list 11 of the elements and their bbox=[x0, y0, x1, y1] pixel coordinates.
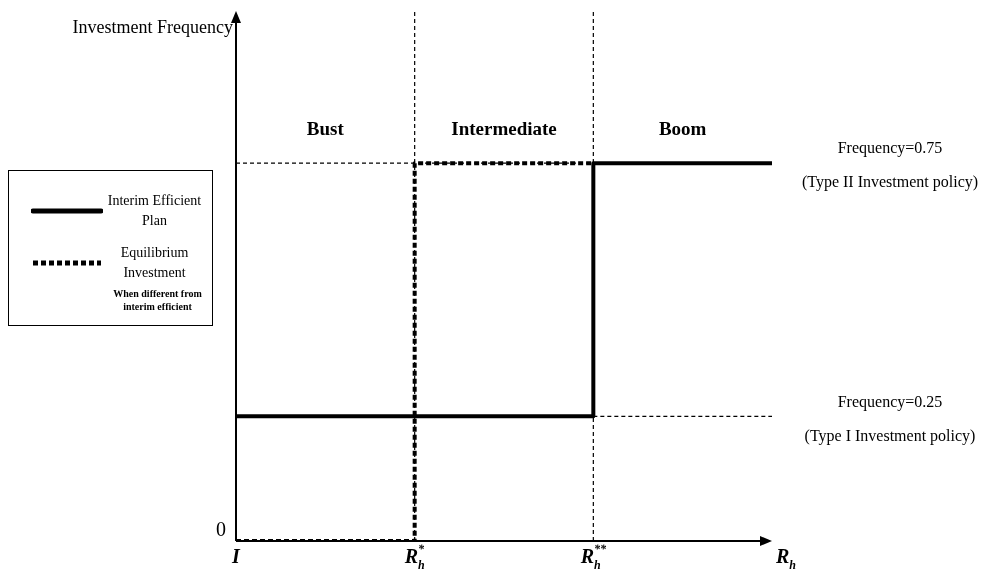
x-tick-label: I bbox=[231, 545, 242, 567]
legend-label: Interim Efficient Plan bbox=[106, 192, 203, 230]
text: Frequency=0.25 (Type I Investment policy) bbox=[804, 392, 976, 445]
text: Boom bbox=[658, 117, 707, 139]
legend-label: Equilibrium Investment bbox=[119, 244, 190, 282]
text: Bust bbox=[306, 117, 345, 139]
text: 0 bbox=[216, 518, 226, 541]
text: Intermediate bbox=[451, 117, 557, 139]
text: When different from interim efficient bbox=[112, 287, 203, 313]
text: Investment Frequency bbox=[72, 16, 233, 37]
text: Frequency=0.75 (Type II Investment policy) bbox=[801, 139, 979, 192]
